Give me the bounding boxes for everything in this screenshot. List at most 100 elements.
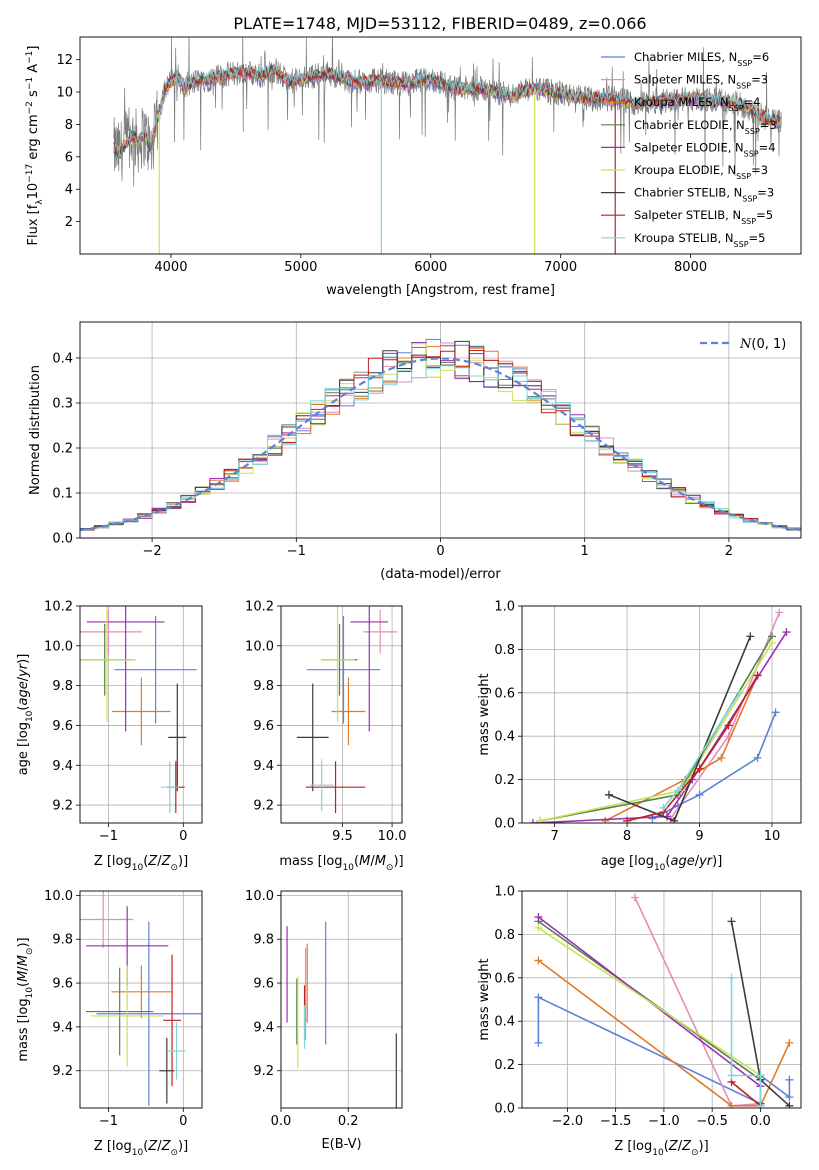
marker-blue bbox=[785, 1093, 794, 1102]
y-tick-label: 10 bbox=[56, 86, 73, 101]
y-tick-label: 0.4 bbox=[52, 352, 73, 367]
errorbars-mass_vs_Z bbox=[80, 891, 202, 1106]
axes-age_vs_mass: 9.5 10.0 9.2 9.4 9.6 9.8 10.0 10.2 bbox=[245, 600, 407, 845]
marker-cyan bbox=[756, 1071, 765, 1080]
marker-orange bbox=[601, 816, 610, 823]
histogram-black bbox=[80, 340, 801, 531]
histogram-red bbox=[80, 350, 801, 531]
x-tick-label: 7000 bbox=[544, 260, 577, 275]
legend-label: N(0, 1) bbox=[739, 337, 786, 352]
model-spectrum-cyan bbox=[113, 62, 782, 158]
y-tick-label: 1.0 bbox=[494, 885, 515, 900]
x-axis-label: Z [log10(Z/Z⊙)] bbox=[94, 1139, 188, 1158]
y-tick-label: 9.4 bbox=[52, 759, 73, 774]
axes-age_vs_Z: −1 0 9.2 9.4 9.6 9.8 10.0 10.2 bbox=[44, 600, 202, 844]
y-axis-label: mass weight bbox=[477, 673, 492, 755]
marker-red bbox=[695, 764, 704, 773]
x-axis-label: mass [log10(M/M⊙)] bbox=[279, 854, 403, 873]
x-axis-label: Z [log10(Z/Z⊙)] bbox=[94, 854, 188, 873]
marker-cyan bbox=[727, 1071, 736, 1080]
marker-lime bbox=[768, 638, 777, 647]
marker-blue bbox=[695, 790, 704, 799]
marker-pink bbox=[630, 893, 639, 902]
y-axis-label: mass [log10(M/M⊙)] bbox=[16, 937, 35, 1061]
marker-cyan bbox=[673, 786, 682, 795]
legend-label: Salpeter MILES, NSSP=3 bbox=[634, 73, 768, 91]
x-tick-label: −2.0 bbox=[552, 1114, 584, 1129]
residual-legend: N(0, 1) bbox=[700, 337, 786, 352]
y-tick-label: 0.2 bbox=[494, 773, 515, 788]
figure-title: PLATE=1748, MJD=53112, FIBERID=0489, z=0… bbox=[233, 14, 646, 33]
marker-purple bbox=[534, 913, 543, 922]
y-tick-label: 9.2 bbox=[253, 1064, 274, 1079]
y-tick-label: 9.6 bbox=[52, 977, 73, 992]
errorbars-age_vs_Z bbox=[80, 606, 197, 814]
axes-frame bbox=[521, 890, 802, 1109]
marker-lime bbox=[534, 923, 543, 932]
x-tick-label: −0.5 bbox=[696, 1114, 728, 1129]
y-tick-label: 10.0 bbox=[44, 889, 73, 904]
series-green bbox=[539, 635, 773, 822]
y-tick-label: 0.8 bbox=[494, 928, 515, 943]
x-tick-label: 5000 bbox=[284, 260, 317, 275]
y-tick-label: 9.4 bbox=[52, 1020, 73, 1035]
errorbars-age_vs_mass bbox=[296, 606, 398, 814]
y-tick-label: 1.0 bbox=[494, 600, 515, 615]
marker-purple bbox=[528, 819, 537, 823]
axes-frame bbox=[79, 36, 802, 255]
legend-label: Chabrier STELIB, NSSP=3 bbox=[634, 186, 774, 204]
x-axis-label: age [log10(age/yr)] bbox=[601, 854, 723, 873]
y-axis-label: mass weight bbox=[477, 958, 492, 1040]
marker-blue bbox=[534, 993, 543, 1002]
errorbars-mass_vs_EBV bbox=[286, 921, 397, 1108]
x-tick-label: −1 bbox=[99, 1114, 118, 1129]
marker-black bbox=[746, 632, 755, 641]
histograms bbox=[80, 338, 801, 532]
y-tick-label: 10.2 bbox=[245, 600, 274, 615]
x-tick-label: 4000 bbox=[154, 260, 187, 275]
lines-massweight_vs_Z bbox=[534, 893, 794, 1108]
histogram-lime bbox=[80, 343, 801, 530]
x-axis-label: (data-model)/error bbox=[380, 567, 501, 582]
x-axis-label: Z [log10(Z/Z⊙)] bbox=[614, 1139, 708, 1158]
x-tick-label: 0 bbox=[436, 544, 444, 559]
y-tick-label: 0.2 bbox=[494, 1058, 515, 1073]
series-orange bbox=[537, 959, 791, 1107]
x-axis-label: wavelength [Angstrom, rest frame] bbox=[326, 283, 555, 298]
x-tick-label: 6000 bbox=[414, 260, 447, 275]
y-tick-label: 0.4 bbox=[494, 1015, 515, 1030]
marker-orange bbox=[727, 1101, 736, 1108]
x-tick-label: 7 bbox=[550, 829, 558, 844]
x-tick-label: 2 bbox=[725, 544, 733, 559]
normal-curve bbox=[80, 357, 801, 532]
axes-frame bbox=[521, 605, 802, 824]
y-tick-label: 8 bbox=[65, 118, 73, 133]
y-tick-label: 4 bbox=[65, 183, 73, 198]
series-orange bbox=[604, 675, 759, 822]
y-tick-label: 6 bbox=[65, 150, 73, 165]
y-tick-label: 9.2 bbox=[52, 1064, 73, 1079]
marker-black bbox=[727, 917, 736, 926]
marker-cyan bbox=[756, 1101, 765, 1108]
x-tick-label: 8000 bbox=[674, 260, 707, 275]
marker-orange bbox=[785, 1038, 794, 1047]
y-tick-label: 9.4 bbox=[253, 1020, 274, 1035]
y-tick-label: 9.6 bbox=[253, 719, 274, 734]
marker-black bbox=[785, 1101, 794, 1108]
x-tick-label: 0.2 bbox=[338, 1114, 359, 1129]
axes-mass_vs_Z: −1 0 9.2 9.4 9.6 9.8 10.0 bbox=[44, 889, 202, 1129]
x-axis-label: E(B-V) bbox=[321, 1137, 361, 1152]
marker-red bbox=[724, 721, 733, 730]
y-tick-label: 0.8 bbox=[494, 643, 515, 658]
marker-cyan bbox=[735, 688, 744, 697]
marker-blue bbox=[753, 753, 762, 762]
y-tick-label: 9.8 bbox=[52, 679, 73, 694]
spectrum-legend: Chabrier MILES, NSSP=6 Salpeter MILES, NS… bbox=[601, 50, 777, 248]
y-tick-label: 9.2 bbox=[253, 799, 274, 814]
x-tick-label: 9.5 bbox=[332, 829, 353, 844]
series-red bbox=[730, 1081, 762, 1108]
axes-massweight_vs_Z: −2.0 −1.5 −1.0 −0.5 0.0 0.0 0.2 0.4 0.6 0.8 1.0 bbox=[494, 885, 801, 1129]
y-tick-label: 10.0 bbox=[245, 639, 274, 654]
x-tick-label: 0 bbox=[179, 829, 187, 844]
